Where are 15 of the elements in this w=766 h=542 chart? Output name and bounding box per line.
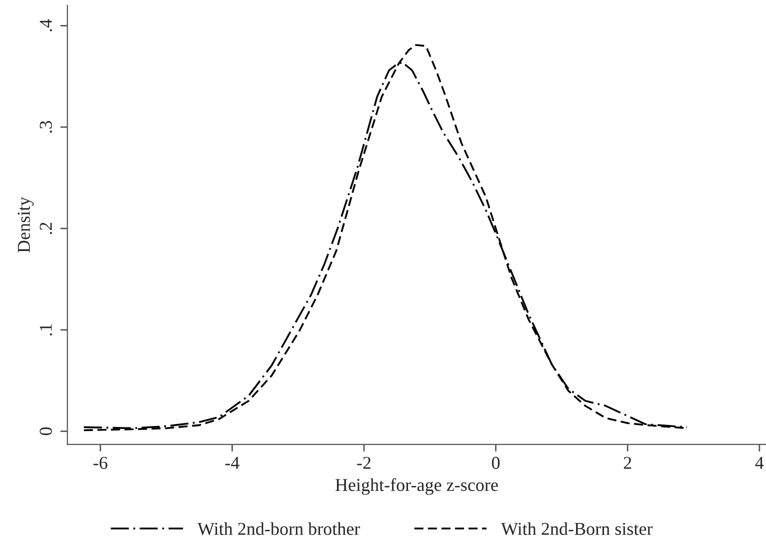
legend-label: With 2nd-Born sister xyxy=(501,522,653,536)
x-tick-label: -4 xyxy=(225,456,240,469)
y-axis-title: Density xyxy=(18,196,34,252)
x-tick-label: 2 xyxy=(624,456,632,469)
x-tick-label: 0 xyxy=(492,456,500,469)
legend-label: With 2nd-born brother xyxy=(197,522,360,536)
x-axis-title: Height-for-age z-score xyxy=(335,478,498,495)
x-tick-label: -6 xyxy=(94,456,108,469)
y-tick-label: 0 xyxy=(40,427,52,436)
x-tick-label: -2 xyxy=(357,456,371,469)
y-tick-label: .3 xyxy=(40,121,52,133)
y-tick-label: .4 xyxy=(40,19,52,32)
x-tick-label: 4 xyxy=(755,456,764,469)
y-tick-label: .1 xyxy=(40,324,52,336)
y-tick-label: .2 xyxy=(40,222,52,234)
